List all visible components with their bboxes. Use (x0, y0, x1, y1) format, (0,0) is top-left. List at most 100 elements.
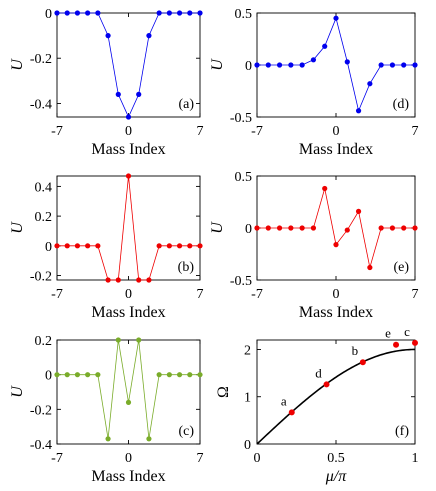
y-tick-label: -0.5 (230, 111, 252, 126)
y-tick-label: -0.4 (30, 97, 52, 112)
data-point (146, 277, 152, 283)
y-axis-label: Ω (215, 386, 232, 398)
mode-point-label: a (281, 393, 287, 408)
data-point (176, 243, 183, 249)
y-tick-label: 1 (244, 391, 251, 406)
data-point (166, 10, 172, 16)
data-point (115, 277, 121, 283)
y-tick-label: 0 (245, 59, 252, 74)
x-tick-label: -7 (251, 124, 263, 139)
data-point (254, 62, 260, 68)
data-point (136, 337, 142, 343)
data-point (166, 372, 172, 378)
data-point (389, 62, 396, 68)
data-point (299, 62, 305, 68)
x-tick-label: 0 (125, 124, 132, 139)
data-point (125, 173, 132, 179)
y-tick-label: -0.5 (230, 274, 252, 289)
data-point (125, 114, 132, 120)
data-point (115, 337, 121, 343)
panel-label: (c) (178, 424, 194, 439)
data-point (187, 372, 193, 378)
y-axis-label: U (209, 58, 226, 71)
data-point (64, 243, 70, 249)
data-point (310, 57, 317, 63)
y-tick-label: 0 (45, 240, 52, 255)
data-point (176, 372, 183, 378)
mode-point-label: d (315, 365, 322, 380)
y-tick-label: 0.2 (35, 210, 53, 225)
panel-a: 0 -0.2 -0.4 -7 0 7 U Mass Index (a) (9, 7, 204, 158)
data-point (146, 436, 152, 442)
data-point (401, 225, 407, 231)
y-axis-label: U (9, 58, 26, 71)
data-point (85, 243, 91, 249)
data-point (115, 91, 121, 97)
y-axis-label: U (9, 221, 26, 234)
data-point (136, 91, 142, 97)
dispersion-curve (256, 348, 416, 445)
data-point (74, 10, 81, 16)
data-point (197, 10, 203, 16)
data-point (156, 10, 162, 16)
x-axis-label: Mass Index (91, 468, 165, 485)
data-point (187, 10, 193, 16)
x-tick-label: 0 (254, 451, 261, 466)
mode-point-b (359, 359, 366, 366)
data-point (355, 108, 362, 114)
data-point (265, 62, 271, 68)
data-point (54, 372, 60, 378)
data-point (105, 436, 111, 442)
data-point (54, 10, 60, 16)
data-point (176, 10, 183, 16)
x-tick-label: 7 (412, 287, 419, 302)
data-point (265, 225, 271, 231)
data-point (389, 225, 396, 231)
y-axis-label: U (209, 221, 226, 234)
x-tick-label: 0 (125, 287, 132, 302)
data-point (378, 225, 384, 231)
panel-e: 0.5 0 -0.5-7 0 7 U Mass Index (e) (209, 170, 419, 321)
y-tick-label: 0.2 (35, 334, 53, 349)
data-point (85, 372, 91, 378)
data-point (276, 62, 283, 68)
data-point (412, 62, 418, 68)
panel-label: (d) (393, 97, 410, 112)
x-tick-label: 0 (333, 287, 340, 302)
y-axis-label: U (9, 385, 26, 398)
data-point (187, 243, 193, 249)
data-point (344, 227, 350, 233)
x-axis-label: Mass Index (299, 141, 373, 158)
x-tick-label: -7 (51, 451, 63, 466)
data-point (322, 185, 328, 192)
y-tick-label: -0.2 (30, 52, 52, 67)
data-point (85, 10, 91, 16)
panel-label: (e) (393, 260, 409, 275)
data-point (146, 33, 152, 39)
x-tick-label: 7 (412, 124, 419, 139)
data-point (333, 15, 339, 21)
panel-f: 0 1 2 0 0.5 1 a d b e c Ωμ/π (f) (215, 324, 419, 485)
x-tick-label: 0.5 (327, 451, 345, 466)
data-point (344, 59, 350, 65)
data-point (197, 372, 203, 378)
x-axis-label: Mass Index (91, 304, 165, 321)
data-point (95, 243, 101, 249)
data-point (156, 243, 162, 249)
y-tick-label: 2 (244, 343, 251, 358)
data-point (367, 81, 373, 87)
data-point (276, 225, 283, 231)
y-tick-label: 0.5 (235, 170, 253, 185)
x-tick-label: -7 (51, 124, 63, 139)
data-point (136, 277, 142, 283)
data-point (54, 243, 60, 249)
data-point (64, 372, 70, 378)
panel-label: (b) (178, 260, 195, 275)
mode-point-d (323, 381, 330, 388)
data-point (355, 208, 362, 214)
data-point (166, 243, 172, 249)
data-point (105, 277, 111, 283)
mode-point-e (393, 341, 400, 348)
data-point (197, 243, 203, 249)
data-point (299, 225, 305, 231)
